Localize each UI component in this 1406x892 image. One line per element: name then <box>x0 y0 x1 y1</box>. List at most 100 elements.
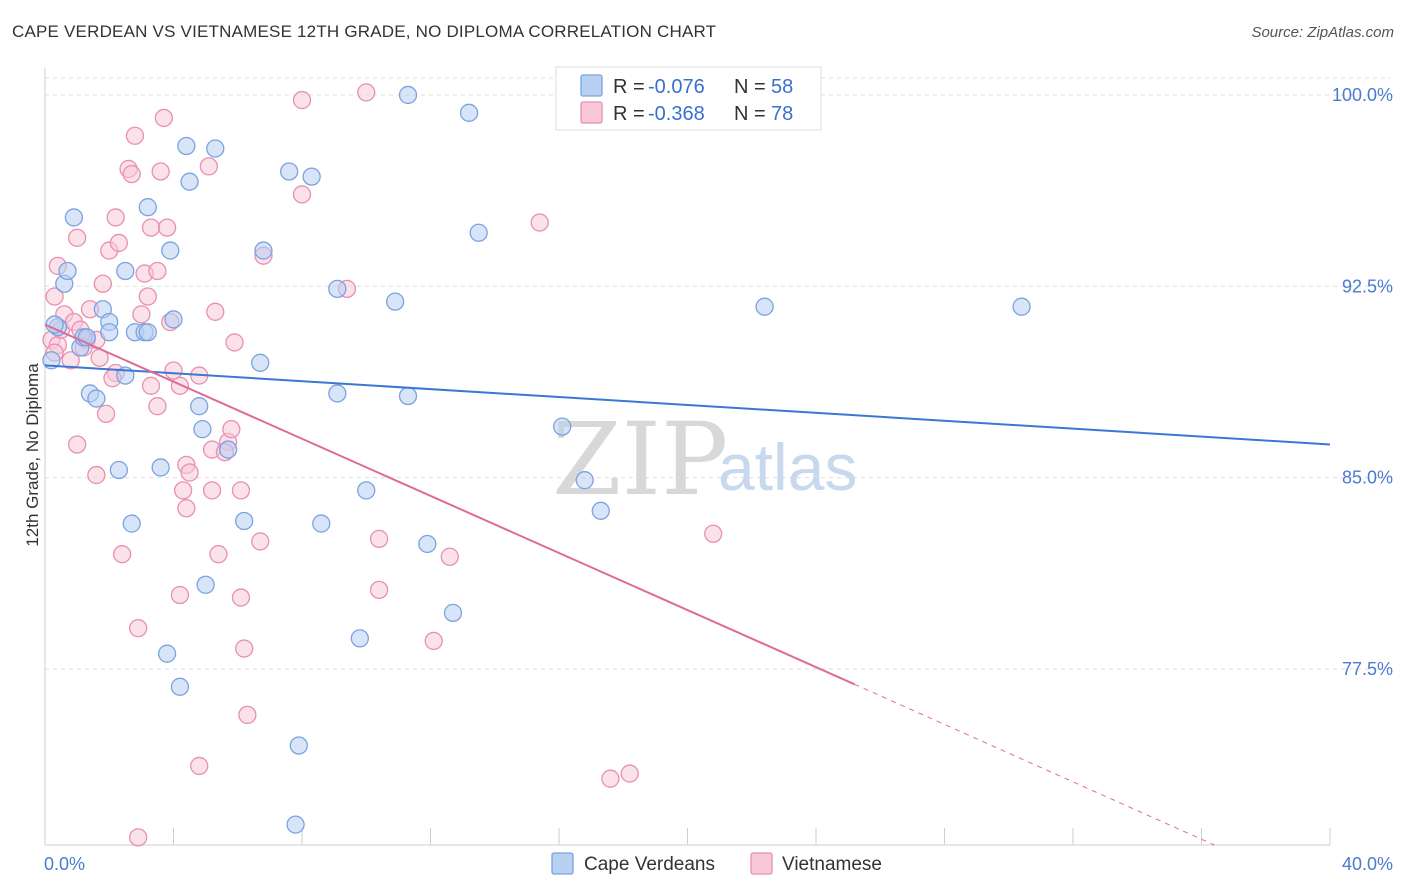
series-legend-label-vietnamese: Vietnamese <box>782 854 882 875</box>
data-point-cape-verdeans-31 <box>218 440 238 459</box>
trend-line-vietnamese-extension <box>854 683 1215 846</box>
data-point-cape-verdeans-39 <box>312 514 331 533</box>
data-point-vietnamese-19 <box>106 208 125 227</box>
data-point-cape-verdeans-35 <box>279 162 299 181</box>
data-point-vietnamese-46 <box>199 157 218 176</box>
data-point-cape-verdeans-38 <box>302 167 321 186</box>
series-legend: Cape Verdeans Vietnamese <box>551 852 882 875</box>
legend-r-label-1: R = <box>613 76 645 98</box>
data-point-vietnamese-57 <box>238 705 257 725</box>
data-point-cape-verdeans-30 <box>206 139 225 158</box>
data-point-vietnamese-26 <box>129 619 148 638</box>
trend-lines <box>44 323 1331 846</box>
y-tick-labels: 77.5% 85.0% 92.5% 100.0% <box>1332 85 1393 679</box>
data-point-cape-verdeans-47 <box>418 534 437 554</box>
data-point-vietnamese-35 <box>154 108 174 128</box>
data-point-vietnamese-75 <box>132 305 151 324</box>
data-point-cape-verdeans-41 <box>328 384 347 403</box>
data-point-vietnamese-8 <box>67 435 87 454</box>
series-legend-swatch-vietnamese <box>750 852 773 875</box>
data-point-vietnamese-27 <box>129 828 148 847</box>
legend-n-value-2: 78 <box>771 103 793 125</box>
y-axis-label: 12th Grade, No Diploma <box>23 363 42 547</box>
data-point-cape-verdeans-3 <box>58 261 77 281</box>
data-point-vietnamese-30 <box>141 376 161 395</box>
data-point-vietnamese-50 <box>209 545 228 564</box>
data-point-cape-verdeans-15 <box>122 514 141 533</box>
data-point-cape-verdeans-4 <box>64 208 84 227</box>
y-tick-label-2: 92.5% <box>1342 276 1393 296</box>
data-point-cape-verdeans-28 <box>193 420 212 439</box>
data-point-cape-verdeans-12 <box>109 460 129 480</box>
data-point-vietnamese-64 <box>369 529 389 549</box>
data-point-vietnamese-16 <box>93 274 112 293</box>
data-point-cape-verdeans-49 <box>459 103 479 122</box>
x-tick-label-max: 40.0% <box>1342 854 1393 874</box>
legend-n-label-2: N = <box>734 103 766 125</box>
data-point-cape-verdeans-51 <box>553 417 572 436</box>
data-point-vietnamese-55 <box>231 588 251 607</box>
data-point-vietnamese-1 <box>45 287 64 306</box>
data-points <box>42 83 1031 847</box>
data-point-vietnamese-47 <box>202 481 222 500</box>
trend-line-vietnamese <box>44 323 855 686</box>
data-point-cape-verdeans-48 <box>443 603 463 622</box>
data-point-vietnamese-36 <box>157 218 177 237</box>
data-point-vietnamese-41 <box>177 499 196 518</box>
watermark-zip: ZIP <box>552 401 728 518</box>
legend-r-label-2: R = <box>613 103 645 125</box>
data-point-vietnamese-43 <box>180 463 199 482</box>
data-point-cape-verdeans-55 <box>1012 297 1031 316</box>
y-tick-label-1: 85.0% <box>1342 468 1393 488</box>
watermark-atlas: atlas <box>718 430 857 504</box>
data-point-vietnamese-22 <box>112 545 132 564</box>
source-label: Source: ZipAtlas.com <box>1251 24 1394 41</box>
data-point-cape-verdeans-26 <box>180 172 199 191</box>
data-point-vietnamese-58 <box>251 532 270 551</box>
data-point-cape-verdeans-21 <box>157 644 177 663</box>
data-point-cape-verdeans-50 <box>469 223 488 242</box>
data-point-cape-verdeans-33 <box>251 353 270 372</box>
data-point-cape-verdeans-54 <box>755 297 774 316</box>
data-point-cape-verdeans-18 <box>138 198 157 217</box>
data-point-vietnamese-25 <box>125 126 145 145</box>
data-point-cape-verdeans-23 <box>164 310 183 329</box>
data-point-vietnamese-52 <box>222 420 241 439</box>
data-point-cape-verdeans-29 <box>196 575 215 594</box>
data-point-vietnamese-68 <box>530 213 549 232</box>
data-point-vietnamese-44 <box>190 756 209 776</box>
data-point-cape-verdeans-32 <box>235 511 254 531</box>
data-point-cape-verdeans-25 <box>177 136 196 156</box>
data-point-vietnamese-56 <box>235 639 254 658</box>
data-point-cape-verdeans-14 <box>116 261 135 281</box>
data-point-vietnamese-49 <box>206 302 225 321</box>
data-point-cape-verdeans-19 <box>138 323 157 342</box>
data-point-vietnamese-38 <box>170 585 190 605</box>
series-legend-swatch-cape-verdeans <box>551 852 574 875</box>
series-points-cape-verdeans <box>42 85 1031 834</box>
series-legend-label-cape-verdeans: Cape Verdeans <box>584 854 715 875</box>
data-point-vietnamese-21 <box>109 233 129 253</box>
legend-n-value-1: 58 <box>771 76 793 98</box>
legend-r-value-2: -0.368 <box>648 103 705 125</box>
data-point-vietnamese-6 <box>61 351 80 370</box>
data-point-vietnamese-61 <box>292 90 312 110</box>
data-point-vietnamese-76 <box>164 361 183 380</box>
legend-n-label-1: N = <box>734 76 766 98</box>
data-point-cape-verdeans-20 <box>151 458 170 477</box>
data-point-cape-verdeans-46 <box>398 85 418 105</box>
data-point-vietnamese-31 <box>141 218 161 237</box>
y-tick-label-0: 77.5% <box>1342 659 1393 679</box>
legend-box: R = -0.076 N = 58 R = -0.368 N = 78 <box>555 66 822 131</box>
legend-swatch-cape-verdeans <box>580 74 603 97</box>
data-point-cape-verdeans-36 <box>286 815 305 834</box>
data-point-cape-verdeans-11 <box>100 323 119 342</box>
trend-line-cape-verdeans <box>44 364 1331 446</box>
data-point-vietnamese-63 <box>357 83 376 102</box>
data-point-cape-verdeans-22 <box>161 241 180 260</box>
data-point-cape-verdeans-44 <box>386 292 405 311</box>
data-point-cape-verdeans-43 <box>357 481 376 500</box>
data-point-cape-verdeans-27 <box>190 397 209 416</box>
data-point-cape-verdeans-34 <box>254 241 273 260</box>
